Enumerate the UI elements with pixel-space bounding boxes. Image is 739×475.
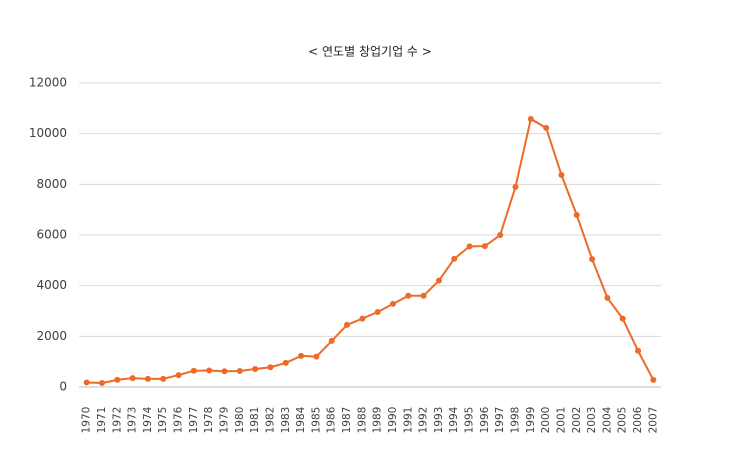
point [267,364,274,371]
x-tick-label: 1973 [127,407,139,434]
y-tick-label: 10000 [29,126,67,140]
point [589,256,596,263]
x-tick-label: 1980 [234,407,246,434]
x-tick-label: 1998 [510,407,522,434]
x-tick-label: 1979 [219,407,231,434]
y-tick-label: 2000 [36,329,67,343]
x-tick-label: 1988 [356,407,368,434]
x-tick-label: 1992 [418,407,430,434]
x-tick-label: 1977 [188,407,200,434]
point [221,368,228,375]
x-tick-label: 2002 [571,407,583,434]
point [527,115,534,122]
point [160,375,167,382]
x-tick-label: 2001 [555,407,567,434]
x-tick-label: 1987 [341,407,353,434]
point [497,232,504,238]
point [573,211,580,218]
x-tick-label: 1995 [464,407,476,434]
point [175,372,182,379]
point [435,277,442,284]
point [481,243,488,250]
x-tick-label: 1997 [494,407,506,434]
x-tick-label: 1996 [479,406,491,433]
y-tick-label: 12000 [29,76,67,90]
x-tick-label: 1991 [402,407,414,434]
x-tick-label: 1975 [157,407,169,434]
x-tick-label: 1976 [173,406,185,433]
point [389,300,396,307]
x-tick-label: 1981 [249,407,261,434]
x-tick-label: 1989 [372,407,384,434]
point [558,171,565,178]
point [512,183,519,190]
point [344,321,351,328]
point [206,367,213,374]
x-tick-label: 1982 [264,407,276,434]
x-tick-label: 2004 [601,406,613,433]
point [451,255,458,262]
x-tick-label: 1983 [280,407,292,434]
chart-title: < 연도별 창업기업 수 > [308,45,432,59]
point [144,375,151,382]
x-tick-label: 1971 [96,407,108,434]
point [282,359,289,366]
point [466,243,473,250]
point [236,368,243,375]
x-tick-label: 1986 [326,406,338,433]
x-tick-label: 2003 [586,407,598,434]
point [420,292,427,299]
x-tick-label: 1993 [433,407,445,434]
point [543,124,550,131]
point [604,294,611,301]
point [313,353,320,360]
x-tick-label: 2007 [647,407,659,434]
y-tick-label: 6000 [36,228,67,242]
point [98,379,105,386]
x-tick-label: 1972 [111,407,123,434]
x-tick-label: 1985 [310,407,322,434]
point [374,309,381,316]
point [298,352,305,359]
point [129,375,136,382]
x-tick-label: 1999 [525,407,537,434]
point [619,315,626,322]
point [328,337,335,344]
x-tick-label: 2006 [632,406,644,433]
x-tick-label: 2000 [540,407,552,434]
y-tick-label: 4000 [36,278,67,292]
y-tick-label: 0 [59,380,67,394]
point [359,315,366,322]
x-tick-label: 2005 [617,407,629,434]
x-tick-label: 1970 [81,407,93,434]
point [650,376,657,383]
x-tick-label: 1984 [295,406,307,433]
point [83,379,90,386]
point [190,367,197,374]
x-tick-label: 1990 [387,407,399,434]
point [252,366,259,373]
point [635,347,642,354]
y-tick-label: 8000 [36,177,67,191]
point [114,376,121,383]
x-tick-label: 1978 [203,407,215,434]
point [405,292,412,299]
x-tick-label: 1994 [448,406,460,433]
x-tick-label: 1974 [142,406,154,433]
